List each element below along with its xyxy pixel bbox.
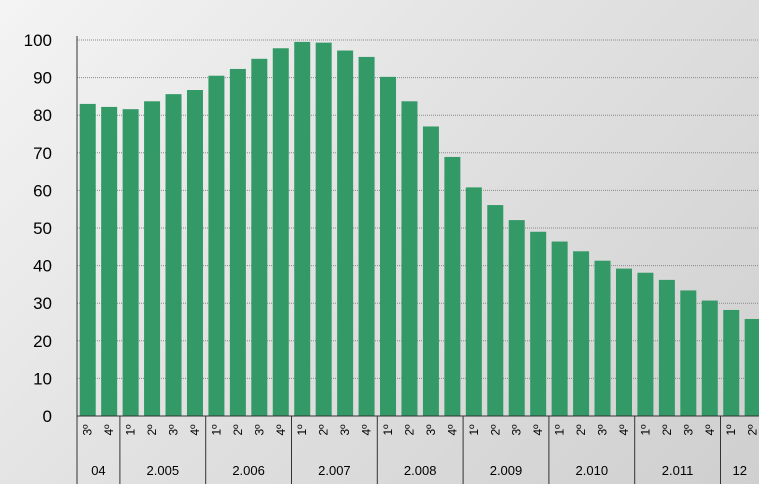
- bar: [122, 109, 139, 417]
- bar: [658, 279, 675, 416]
- y-tick-label: 0: [43, 407, 52, 426]
- x-tick-label: 4º: [188, 424, 202, 436]
- x-tick-label: 1º: [638, 424, 652, 436]
- bar: [508, 220, 525, 416]
- bar: [315, 42, 332, 416]
- bar: [594, 260, 611, 416]
- y-tick-label: 30: [33, 294, 52, 313]
- x-tick-label: 1º: [381, 424, 395, 436]
- x-tick-label: 2º: [231, 424, 245, 436]
- bar: [401, 101, 418, 416]
- bar: [186, 90, 203, 416]
- x-tick-label: 4º: [617, 424, 631, 436]
- x-group-label: 2.010: [576, 463, 609, 478]
- y-tick-label: 80: [33, 106, 52, 125]
- x-tick-label: 1º: [209, 424, 223, 436]
- y-tick-label: 20: [33, 332, 52, 351]
- bar: [465, 187, 482, 416]
- bar: [637, 272, 654, 416]
- x-tick-label: 3º: [510, 424, 524, 436]
- x-tick-label: 3º: [252, 424, 266, 436]
- x-tick-label: 4º: [274, 424, 288, 436]
- y-tick-label: 70: [33, 144, 52, 163]
- x-group-label: 2.011: [662, 463, 694, 478]
- bar: [229, 68, 246, 416]
- x-tick-label: 2º: [488, 424, 502, 436]
- x-tick-label: 4º: [360, 424, 374, 436]
- x-tick-label: 1º: [295, 424, 309, 436]
- bar: [723, 309, 740, 416]
- bar: [422, 126, 439, 416]
- bar: [101, 106, 118, 417]
- x-tick-label: 2º: [574, 424, 588, 436]
- x-tick-label: 2º: [746, 424, 759, 436]
- x-tick-label: 3º: [338, 424, 352, 436]
- x-tick-label: 2º: [402, 424, 416, 436]
- x-group-label: 2.006: [232, 463, 265, 478]
- y-tick-label: 50: [33, 219, 52, 238]
- x-group-label: 2.008: [404, 463, 437, 478]
- x-tick-label: 3º: [681, 424, 695, 436]
- bar: [487, 205, 504, 416]
- bar: [444, 156, 461, 416]
- bar: [337, 50, 354, 416]
- bar: [744, 318, 759, 416]
- bar: [551, 241, 568, 416]
- x-tick-label: 3º: [167, 424, 181, 436]
- bar: [165, 94, 182, 416]
- x-tick-label: 3º: [424, 424, 438, 436]
- x-group-label: 2.007: [318, 463, 351, 478]
- bar: [251, 58, 268, 417]
- x-tick-label: 3º: [81, 424, 95, 436]
- bar: [615, 268, 632, 416]
- y-tick-label: 60: [33, 181, 52, 200]
- y-tick-label: 100: [24, 31, 52, 50]
- x-tick-label: 1º: [467, 424, 481, 436]
- x-tick-label: 1º: [124, 424, 138, 436]
- x-group-label: 2.005: [147, 463, 180, 478]
- x-tick-label: 4º: [703, 424, 717, 436]
- y-tick-label: 90: [33, 69, 52, 88]
- bar: [680, 290, 697, 416]
- x-tick-label: 2º: [145, 424, 159, 436]
- x-tick-label: 1º: [553, 424, 567, 436]
- bar: [701, 300, 718, 416]
- bar: [208, 75, 225, 416]
- x-tick-label: 4º: [445, 424, 459, 436]
- y-tick-label: 10: [33, 369, 52, 388]
- y-tick-label: 40: [33, 257, 52, 276]
- x-group-label: 04: [91, 463, 105, 478]
- bar: [272, 48, 289, 417]
- x-tick-label: 4º: [102, 424, 116, 436]
- bar: [79, 103, 96, 417]
- bar: [144, 101, 161, 416]
- bar: [573, 251, 590, 416]
- bar: [380, 76, 397, 416]
- bar: [358, 56, 375, 417]
- bar: [530, 231, 547, 416]
- x-tick-label: 4º: [531, 424, 545, 436]
- x-group-label: 2.009: [490, 463, 523, 478]
- x-tick-label: 2º: [317, 424, 331, 436]
- x-tick-label: 3º: [596, 424, 610, 436]
- bar: [294, 41, 311, 416]
- x-group-label: 12: [733, 463, 747, 478]
- x-tick-label: 1º: [724, 424, 738, 436]
- x-tick-label: 2º: [660, 424, 674, 436]
